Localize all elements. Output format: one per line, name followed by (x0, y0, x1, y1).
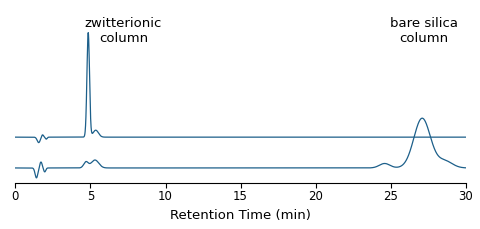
X-axis label: Retention Time (min): Retention Time (min) (170, 209, 311, 222)
Text: bare silica
column: bare silica column (390, 17, 457, 45)
Text: zwitterionic
column: zwitterionic column (85, 17, 162, 45)
